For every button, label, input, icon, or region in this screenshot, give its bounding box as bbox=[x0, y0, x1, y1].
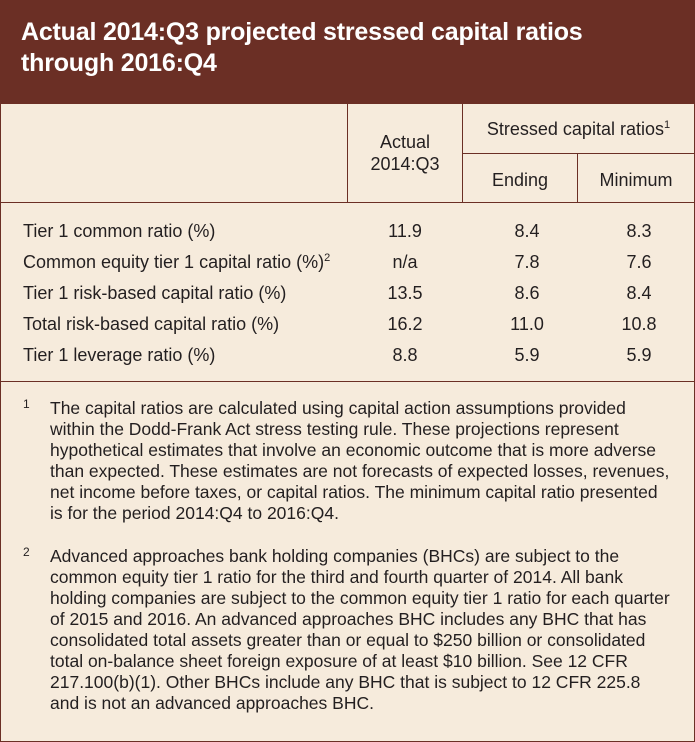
cell-minimum: 10.8 bbox=[621, 314, 657, 334]
footnote-rule bbox=[1, 381, 694, 382]
table-title: Actual 2014:Q3 projected stressed capita… bbox=[21, 18, 583, 77]
table-row: Tier 1 common ratio (%) 11.9 8.4 8.3 bbox=[1, 216, 694, 246]
row-label: Common equity tier 1 capital ratio (%)2 bbox=[23, 252, 331, 272]
title-bar: Actual 2014:Q3 projected stressed capita… bbox=[1, 1, 694, 104]
table-row: Total risk-based capital ratio (%) 16.2 … bbox=[1, 309, 694, 339]
actual-header-line2: 2014:Q3 bbox=[370, 154, 440, 174]
cell-ending: 8.4 bbox=[514, 221, 540, 241]
cell-actual: n/a bbox=[392, 252, 418, 272]
cell-ending: 5.9 bbox=[514, 345, 540, 365]
table-row: Common equity tier 1 capital ratio (%)2 … bbox=[1, 247, 694, 277]
header-subrule bbox=[462, 153, 694, 154]
cell-actual: 13.5 bbox=[387, 283, 423, 303]
stressed-header-label: Stressed capital ratios bbox=[486, 119, 664, 139]
footnote-text: Advanced approaches bank holding compani… bbox=[50, 546, 670, 713]
column-header-actual: Actual 2014:Q3 bbox=[348, 131, 462, 175]
table-row: Tier 1 leverage ratio (%) 8.8 5.9 5.9 bbox=[1, 340, 694, 370]
column-header-ending: Ending bbox=[491, 170, 549, 190]
table-row: Tier 1 risk-based capital ratio (%) 13.5… bbox=[1, 278, 694, 308]
row-label: Tier 1 common ratio (%) bbox=[23, 221, 216, 241]
column-header-stressed: Stressed capital ratios1 bbox=[463, 118, 694, 140]
cell-minimum: 8.3 bbox=[626, 221, 652, 241]
header-divider-ending-minimum bbox=[577, 153, 578, 202]
cell-actual: 8.8 bbox=[392, 345, 418, 365]
cell-ending: 11.0 bbox=[510, 314, 544, 334]
column-header-minimum: Minimum bbox=[599, 170, 673, 190]
cell-ending: 7.8 bbox=[514, 252, 540, 272]
footnote-text: The capital ratios are calculated using … bbox=[50, 398, 670, 523]
row-label: Tier 1 leverage ratio (%) bbox=[23, 345, 216, 365]
header-bottom-rule bbox=[1, 202, 694, 203]
header-divider-actual bbox=[347, 104, 348, 202]
cell-minimum: 8.4 bbox=[626, 283, 652, 303]
footnote-mark: 2 bbox=[23, 545, 30, 559]
cell-ending: 8.6 bbox=[514, 283, 540, 303]
footnote-mark: 1 bbox=[23, 397, 30, 411]
stressed-header-footnote-ref: 1 bbox=[663, 119, 671, 131]
row-label: Total risk-based capital ratio (%) bbox=[23, 314, 280, 334]
row-label: Tier 1 risk-based capital ratio (%) bbox=[23, 283, 287, 303]
cell-minimum: 5.9 bbox=[626, 345, 652, 365]
actual-header-line1: Actual bbox=[379, 132, 431, 152]
cell-actual: 11.9 bbox=[388, 221, 422, 241]
cell-actual: 16.2 bbox=[387, 314, 423, 334]
cell-minimum: 7.6 bbox=[626, 252, 652, 272]
